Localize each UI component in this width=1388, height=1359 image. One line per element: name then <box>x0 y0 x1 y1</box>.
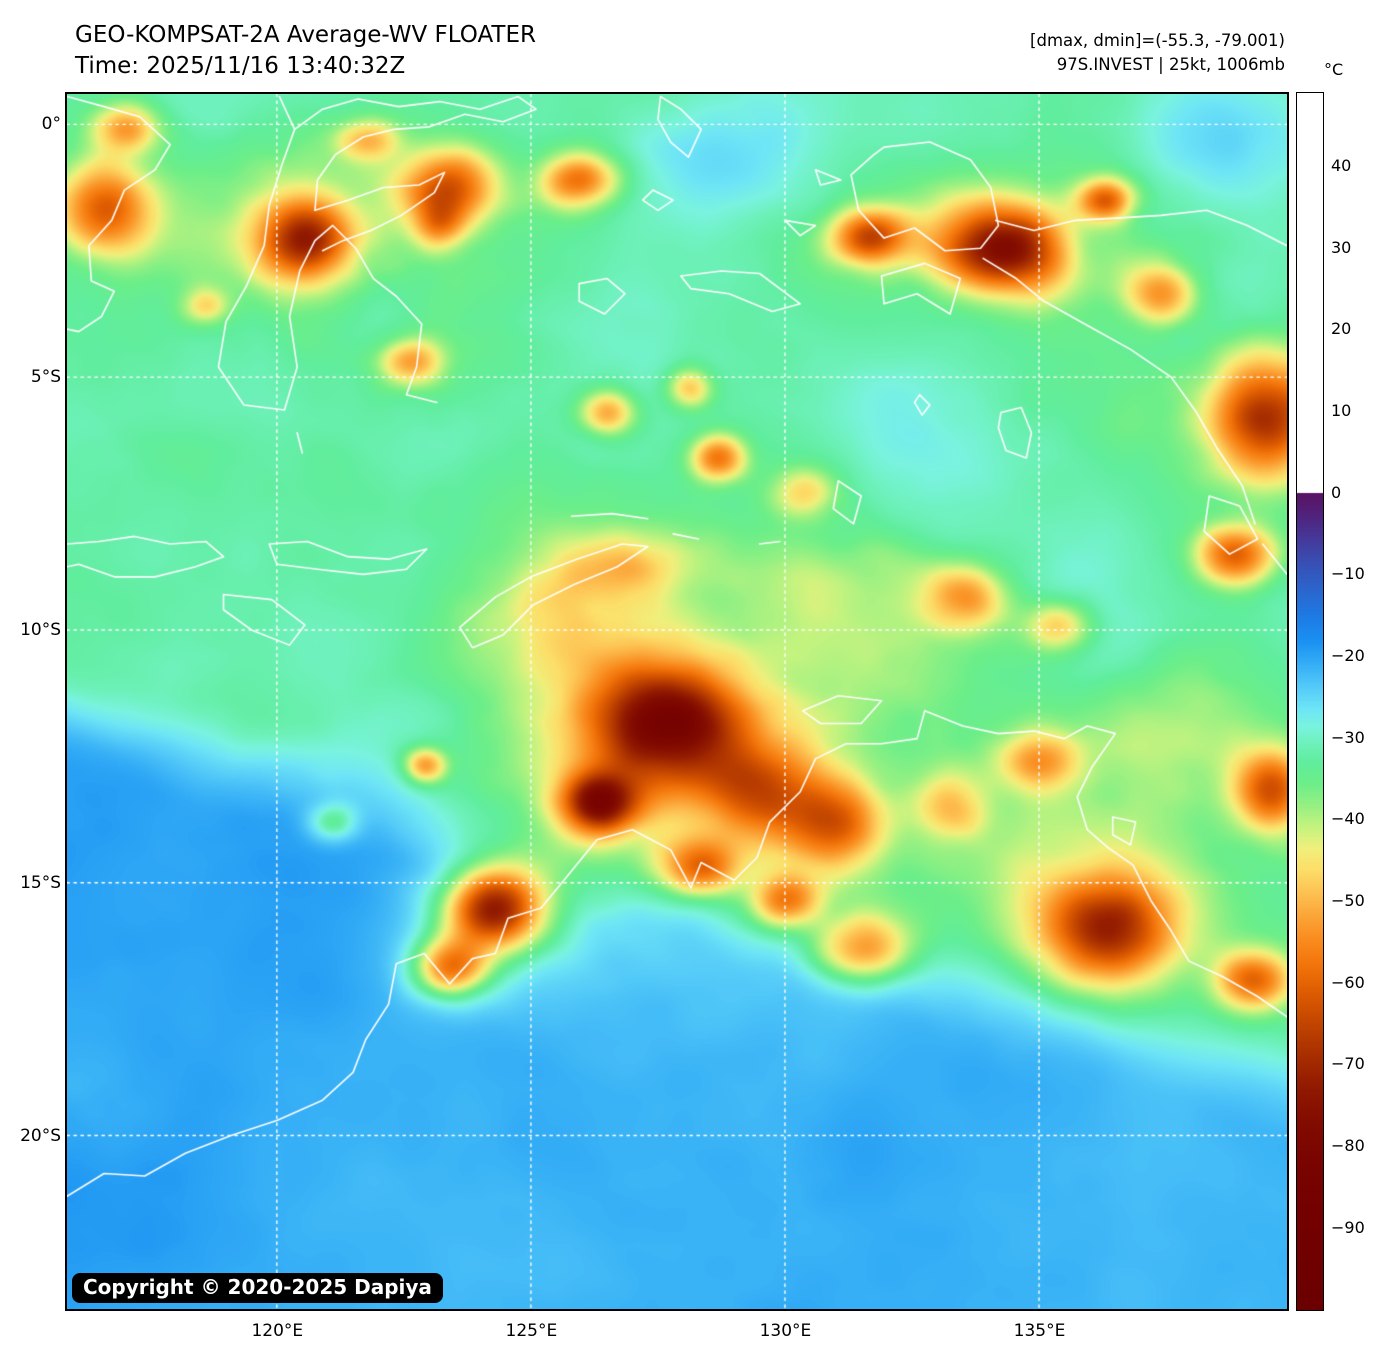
colorbar-unit-label: °C <box>1324 60 1344 79</box>
dmax-dmin-annotation: [dmax, dmin]=(-55.3, -79.001) <box>1030 31 1285 50</box>
colorbar <box>1296 92 1324 1311</box>
longitude-tick-label: 135°E <box>1013 1321 1066 1341</box>
colorbar-tick-label: 30 <box>1331 237 1352 257</box>
colorbar-tick-label: 0 <box>1331 482 1342 502</box>
colorbar-gradient <box>1297 93 1323 1310</box>
latitude-tick-label: 5°S <box>30 367 61 388</box>
latitude-tick-label: 20°S <box>20 1125 61 1146</box>
colorbar-tick-label: 20 <box>1331 319 1352 339</box>
longitude-tick-label: 125°E <box>505 1321 558 1341</box>
colorbar-tick-label: −40 <box>1331 809 1365 829</box>
longitude-tick-label: 120°E <box>251 1321 304 1341</box>
colorbar-tick-label: −80 <box>1331 1136 1365 1156</box>
colorbar-tick-label: −90 <box>1331 1217 1365 1237</box>
storm-status-annotation: 97S.INVEST | 25kt, 1006mb <box>1056 55 1285 74</box>
colorbar-tick-label: 10 <box>1331 401 1352 421</box>
timestamp-line: Time: 2025/11/16 13:40:32Z <box>75 53 406 79</box>
latitude-tick-label: 0° <box>41 114 61 135</box>
latitude-tick-label: 15°S <box>20 872 61 893</box>
figure-title: GEO-KOMPSAT-2A Average-WV FLOATER Time: … <box>75 20 536 82</box>
latitude-tick-label: 10°S <box>20 619 61 640</box>
map-frame: Copyright © 2020-2025 Dapiya <box>65 92 1289 1311</box>
title-line: GEO-KOMPSAT-2A Average-WV FLOATER <box>75 22 536 48</box>
colorbar-tick-label: −20 <box>1331 646 1365 666</box>
colorbar-tick-label: −30 <box>1331 727 1365 747</box>
colorbar-tick-label: −60 <box>1331 972 1365 992</box>
colorbar-tick-label: −10 <box>1331 564 1365 584</box>
figure-annotation: [dmax, dmin]=(-55.3, -79.001) 97S.INVEST… <box>1030 29 1285 77</box>
longitude-tick-label: 130°E <box>759 1321 812 1341</box>
colorbar-tick-label: 40 <box>1331 156 1352 175</box>
colorbar-tick-label: −50 <box>1331 891 1365 911</box>
satellite-imagery-canvas <box>67 94 1287 1309</box>
copyright-badge: Copyright © 2020-2025 Dapiya <box>72 1273 443 1303</box>
colorbar-tick-label: −70 <box>1331 1054 1365 1074</box>
